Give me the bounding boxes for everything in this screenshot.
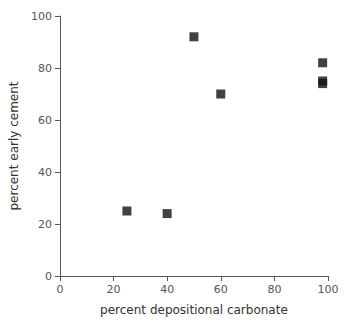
svg-text:0: 0 (56, 283, 63, 296)
svg-text:80: 80 (267, 283, 281, 296)
svg-text:100: 100 (318, 283, 339, 296)
svg-text:0: 0 (45, 270, 52, 283)
svg-text:20: 20 (107, 283, 121, 296)
svg-text:60: 60 (38, 114, 52, 127)
svg-text:percent depositional carbonate: percent depositional carbonate (100, 303, 288, 317)
svg-text:40: 40 (160, 283, 174, 296)
svg-text:percent early cement: percent early cement (7, 81, 21, 210)
svg-text:20: 20 (38, 218, 52, 231)
svg-text:100: 100 (31, 10, 52, 23)
svg-text:80: 80 (38, 62, 52, 75)
svg-text:40: 40 (38, 166, 52, 179)
svg-text:60: 60 (214, 283, 228, 296)
